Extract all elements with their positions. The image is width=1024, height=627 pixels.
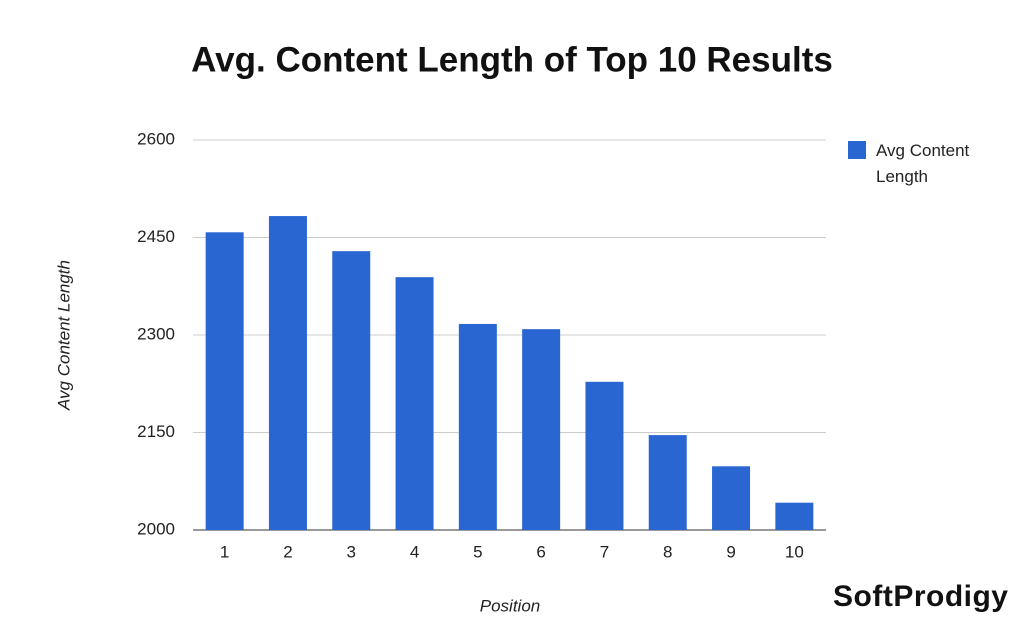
y-tick-label: 2600 xyxy=(137,129,175,148)
bar xyxy=(712,466,751,530)
x-tick-label: 8 xyxy=(663,542,672,561)
x-tick-label: 9 xyxy=(726,542,735,561)
y-axis-title: Avg Content Length xyxy=(54,260,73,411)
y-tick-label: 2300 xyxy=(137,324,175,343)
x-axis-title: Position xyxy=(480,596,540,615)
bar xyxy=(522,329,561,530)
bar xyxy=(648,435,687,530)
bar xyxy=(585,381,624,530)
y-tick-label: 2150 xyxy=(137,422,175,441)
legend-label: Avg Content Length xyxy=(876,141,970,186)
legend-swatch xyxy=(848,141,866,159)
y-tick-label: 2000 xyxy=(137,519,175,538)
bar xyxy=(268,216,307,531)
y-tick-label: 2450 xyxy=(137,227,175,246)
watermark: SoftProdigy xyxy=(833,580,1009,613)
x-tick-label: 7 xyxy=(600,542,609,561)
bar xyxy=(205,232,244,531)
x-tick-label: 6 xyxy=(536,542,545,561)
chart-title: Avg. Content Length of Top 10 Results xyxy=(191,40,833,79)
bar xyxy=(395,277,434,530)
bar xyxy=(775,502,814,530)
x-tick-label: 5 xyxy=(473,542,482,561)
bar xyxy=(332,251,371,530)
x-tick-label: 1 xyxy=(220,542,229,561)
x-tick-label: 2 xyxy=(283,542,292,561)
x-tick-label: 10 xyxy=(785,542,804,561)
x-tick-label: 4 xyxy=(410,542,419,561)
bar xyxy=(458,323,497,530)
x-tick-label: 3 xyxy=(347,542,356,561)
